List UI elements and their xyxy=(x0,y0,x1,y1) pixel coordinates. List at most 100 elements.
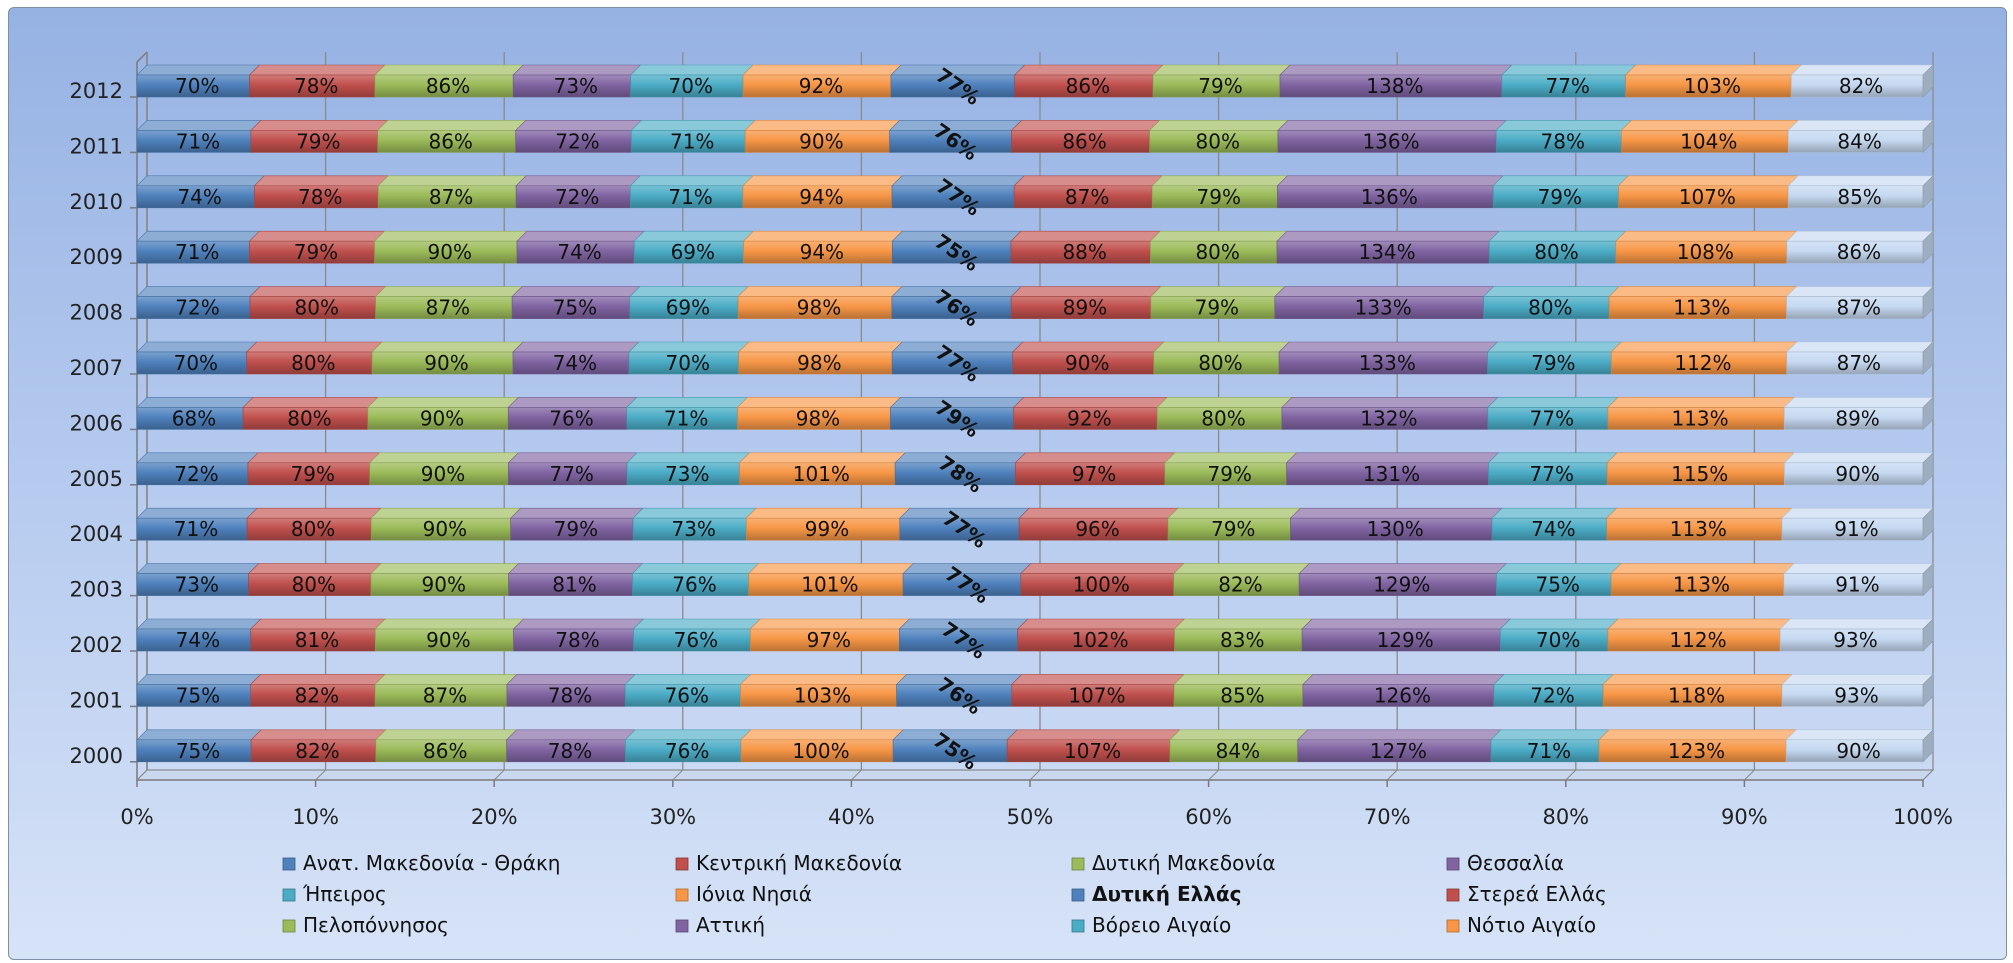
bar-segment xyxy=(633,230,755,264)
data-label: 138% xyxy=(1366,74,1423,98)
data-label: 92% xyxy=(1067,406,1111,430)
bar-segment xyxy=(1276,230,1500,264)
bar-segment xyxy=(371,341,524,375)
data-label: 80% xyxy=(1196,129,1240,153)
data-label: 79% xyxy=(1197,185,1241,209)
x-tick-label: 70% xyxy=(1364,805,1411,829)
data-label: 89% xyxy=(1063,296,1107,320)
bar-segment xyxy=(1785,285,1934,320)
bar-segment xyxy=(1164,452,1298,486)
data-label: 80% xyxy=(1201,406,1245,430)
bar-segment xyxy=(1173,618,1313,652)
data-label: 126% xyxy=(1374,683,1431,707)
data-label: 73% xyxy=(554,74,598,98)
data-label: 80% xyxy=(292,573,336,597)
legend-item: Δυτική Ελλάς xyxy=(1071,882,1242,906)
x-tick-label: 0% xyxy=(120,805,153,829)
bar-segment xyxy=(505,729,637,763)
data-label: 87% xyxy=(1837,296,1881,320)
bar-segment xyxy=(1491,507,1618,541)
data-label: 90% xyxy=(1835,462,1879,486)
data-label: 107% xyxy=(1068,683,1125,707)
data-label: 98% xyxy=(797,296,841,320)
bar-segment xyxy=(512,341,640,375)
bar-segment xyxy=(370,563,520,596)
bar-segment xyxy=(1153,341,1290,375)
bar-segment xyxy=(136,120,262,153)
bar-segment xyxy=(1173,563,1310,596)
bar-segment xyxy=(368,452,520,486)
data-label: 77% xyxy=(1545,74,1589,98)
bar-segment xyxy=(250,618,386,652)
bar-segment xyxy=(1598,729,1797,763)
y-tick-label: 2009 xyxy=(70,245,123,269)
bar-segment xyxy=(1781,673,1934,708)
bar-segment xyxy=(740,729,904,763)
legend-swatch xyxy=(282,888,296,902)
bar-segment xyxy=(136,286,261,319)
bar-segment xyxy=(898,618,1029,652)
bar-segment xyxy=(628,341,750,375)
data-label: 80% xyxy=(295,296,339,320)
y-tick-label: 2007 xyxy=(70,356,123,380)
data-label: 81% xyxy=(552,573,596,597)
data-label: 80% xyxy=(1528,296,1572,320)
data-label: 113% xyxy=(1670,517,1727,541)
data-label: 71% xyxy=(1527,739,1571,763)
bar-segment xyxy=(250,729,387,763)
bar-segment xyxy=(1167,507,1302,541)
data-label: 96% xyxy=(1075,517,1119,541)
data-label: 70% xyxy=(1536,628,1580,652)
legend-swatch xyxy=(282,919,296,933)
data-label: 90% xyxy=(420,406,464,430)
bar-segment xyxy=(136,64,261,98)
data-label: 113% xyxy=(1673,573,1730,597)
bar-segment xyxy=(1488,230,1627,264)
x-tick-label: 90% xyxy=(1721,805,1768,829)
data-label: 99% xyxy=(805,517,849,541)
bar-segment xyxy=(626,452,751,486)
bar-segment xyxy=(624,674,752,707)
data-label: 71% xyxy=(668,185,712,209)
data-label: 76% xyxy=(672,573,716,597)
data-label: 112% xyxy=(1674,351,1731,375)
data-label: 87% xyxy=(426,296,470,320)
y-tick-label: 2006 xyxy=(70,411,123,435)
bar-segment xyxy=(1499,618,1619,652)
data-label: 71% xyxy=(664,406,708,430)
bar-segment xyxy=(1786,230,1934,264)
legend-label: Ήπειρος xyxy=(302,882,387,906)
legend-swatch xyxy=(1446,857,1460,871)
bar-segment xyxy=(1012,341,1165,375)
bar-segment xyxy=(1607,618,1791,652)
data-label: 90% xyxy=(799,129,843,153)
data-label: 71% xyxy=(176,129,220,153)
bar-segment xyxy=(1297,729,1502,763)
data-label: 94% xyxy=(799,185,843,209)
bar-segment xyxy=(631,563,760,596)
legend-item: Στερεά Ελλάς xyxy=(1446,882,1607,906)
data-label: 79% xyxy=(554,517,598,541)
bar-segment xyxy=(1783,562,1934,597)
data-label: 123% xyxy=(1668,739,1725,763)
data-label: 82% xyxy=(295,739,339,763)
data-label: 70% xyxy=(174,351,218,375)
legend-swatch xyxy=(282,857,296,871)
data-label: 73% xyxy=(175,573,219,597)
data-label: 86% xyxy=(1062,129,1106,153)
data-label: 69% xyxy=(666,296,710,320)
bar-segment xyxy=(374,286,523,319)
bar-segment xyxy=(1790,64,1934,98)
legend-swatch xyxy=(1446,919,1460,933)
data-label: 70% xyxy=(175,74,219,98)
legend-label: Στερεά Ελλάς xyxy=(1467,882,1607,906)
data-label: 77% xyxy=(1530,406,1574,430)
data-label: 90% xyxy=(422,573,466,597)
data-label: 136% xyxy=(1361,185,1418,209)
data-label: 82% xyxy=(295,683,339,707)
bar-segment xyxy=(1156,397,1293,430)
bar-segment xyxy=(1492,175,1630,209)
data-label: 93% xyxy=(1833,628,1877,652)
data-label: 71% xyxy=(670,129,714,153)
bar-segment xyxy=(249,674,386,707)
